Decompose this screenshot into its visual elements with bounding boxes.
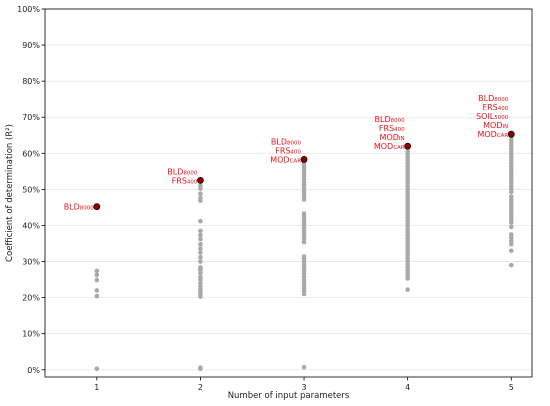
data-point <box>198 277 203 282</box>
y-tick-label: 30% <box>22 258 40 267</box>
y-axis-label: Coefficient of determination (R²) <box>5 124 15 262</box>
data-point <box>301 291 307 297</box>
y-tick-label: 100% <box>17 5 40 14</box>
x-tick-label: 3 <box>301 383 306 392</box>
data-point <box>508 220 514 225</box>
data-point <box>198 198 203 203</box>
annotation-label: BLD8000 <box>271 137 302 146</box>
best-points <box>93 130 515 211</box>
y-tick-label: 90% <box>22 41 40 50</box>
data-point <box>198 191 203 197</box>
annotation-label: MODCAR <box>374 142 405 151</box>
data-point <box>198 270 203 276</box>
data-point <box>94 288 100 293</box>
data-point <box>405 287 410 292</box>
data-point <box>508 262 514 268</box>
annotation-label: FRS400 <box>483 103 509 112</box>
data-point <box>301 364 307 370</box>
annotation-label: MODIN <box>380 133 405 142</box>
best-point <box>300 156 308 163</box>
annotation-label: MODIN <box>483 121 508 130</box>
data-point <box>301 239 307 245</box>
data-point <box>301 197 307 202</box>
y-tick-label: 0% <box>27 366 40 375</box>
annotation-label: BLD8000 <box>64 203 95 212</box>
data-point <box>508 224 514 230</box>
data-point <box>198 236 203 242</box>
y-tick-label: 50% <box>22 185 40 194</box>
plot-frame <box>44 8 533 378</box>
data-point <box>94 268 100 274</box>
data-point <box>198 294 203 299</box>
data-point <box>198 250 203 255</box>
x-tick-label: 4 <box>405 383 410 392</box>
annotations: BLD8000BLD8000FRS400BLD8000FRS400MODCARB… <box>64 94 509 212</box>
data-point <box>94 293 100 299</box>
best-point <box>93 203 101 211</box>
y-tick-label: 40% <box>22 221 40 230</box>
annotation-label: MODCAR <box>477 130 508 139</box>
data-point <box>508 248 514 254</box>
data-point <box>198 246 203 251</box>
x-axis-label: Number of input parameters <box>228 391 350 401</box>
x-axis-ticks: 1 2 3 4 5 <box>94 377 514 392</box>
data-point <box>94 366 100 372</box>
data-point <box>198 186 203 191</box>
y-tick-label: 60% <box>22 149 40 158</box>
data-point <box>198 366 203 372</box>
data-point <box>508 189 514 195</box>
y-tick-label: 80% <box>22 77 40 86</box>
data-point <box>94 272 100 278</box>
annotation-label: FRS400 <box>275 146 301 155</box>
y-tick-label: 10% <box>22 330 40 339</box>
best-point <box>197 176 204 184</box>
data-point <box>198 232 203 238</box>
annotation-label: BLD8000 <box>167 167 198 176</box>
data-point <box>508 235 514 241</box>
data-point <box>405 276 410 281</box>
data-point <box>508 241 514 247</box>
x-tick-label: 2 <box>198 383 203 392</box>
annotation-label: BLD8000 <box>478 94 509 103</box>
x-tick-label: 1 <box>94 383 99 392</box>
data-point <box>94 277 100 283</box>
data-point <box>198 241 203 247</box>
annotation-label: BLD8000 <box>375 115 406 124</box>
data-point <box>198 218 203 224</box>
data-point <box>198 254 203 260</box>
y-tick-label: 20% <box>22 294 40 303</box>
y-axis-ticks: 0% 10% 20% 30% 40% 50% 60% 70% 80% 90% 100% <box>17 5 45 375</box>
data-point <box>508 238 514 244</box>
annotation-label: FRS400 <box>172 176 198 185</box>
y-tick-label: 70% <box>22 113 40 122</box>
data-point <box>198 259 203 264</box>
best-point <box>404 142 412 150</box>
annotation-label: FRS400 <box>379 124 405 133</box>
annotation-label: MODCAR <box>270 155 301 164</box>
x-tick-label: 5 <box>509 383 514 392</box>
best-point <box>507 130 515 138</box>
data-point <box>198 228 203 234</box>
data-point <box>508 232 514 237</box>
annotation-label: SOIL5000 <box>476 112 509 121</box>
